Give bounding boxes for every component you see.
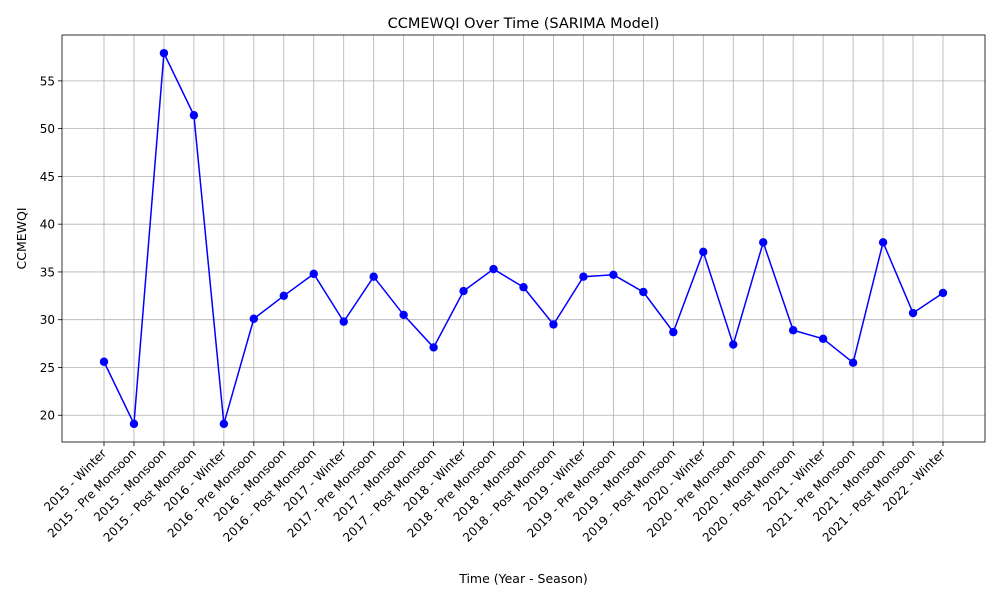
grid xyxy=(62,35,985,442)
data-point xyxy=(279,291,288,301)
data-point xyxy=(878,238,888,247)
data-point xyxy=(189,111,199,120)
data-point xyxy=(788,326,798,335)
series-layer xyxy=(99,48,948,429)
data-point xyxy=(759,238,768,247)
y-tick-label: 30 xyxy=(40,313,55,327)
data-point xyxy=(369,272,378,281)
data-point xyxy=(219,419,229,429)
data-point xyxy=(908,308,918,318)
data-point xyxy=(579,272,588,281)
data-point xyxy=(818,334,828,344)
data-point xyxy=(639,287,648,297)
data-point xyxy=(399,310,408,320)
data-point xyxy=(339,317,348,326)
y-tick-label: 20 xyxy=(40,409,55,423)
data-point xyxy=(549,320,558,329)
y-tick-label: 50 xyxy=(40,122,55,136)
y-tick-label: 35 xyxy=(40,265,55,279)
data-point xyxy=(669,327,678,337)
data-point xyxy=(729,340,738,349)
data-point xyxy=(459,286,468,296)
x-axis-label: Time (Year - Season) xyxy=(458,571,588,586)
data-point xyxy=(159,48,169,58)
data-point xyxy=(99,357,109,366)
data-point xyxy=(519,283,528,292)
data-point xyxy=(848,358,858,367)
data-point xyxy=(489,264,498,274)
data-point xyxy=(249,314,259,323)
y-axis-label: CCMEWQI xyxy=(14,207,29,269)
y-tick-label: 55 xyxy=(40,74,55,88)
data-point xyxy=(938,288,948,298)
data-point xyxy=(129,419,139,429)
data-point xyxy=(429,343,438,352)
y-tick-label: 45 xyxy=(40,170,55,184)
y-tick-label: 40 xyxy=(40,218,55,232)
data-point xyxy=(309,269,318,279)
data-point xyxy=(699,247,708,257)
y-tick-label: 25 xyxy=(40,361,55,375)
chart-title: CCMEWQI Over Time (SARIMA Model) xyxy=(388,16,660,32)
data-point xyxy=(609,270,618,280)
